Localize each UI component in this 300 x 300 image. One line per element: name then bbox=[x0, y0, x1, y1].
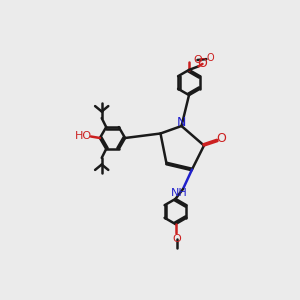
Text: O: O bbox=[216, 132, 226, 145]
Text: O: O bbox=[193, 55, 202, 65]
Text: N: N bbox=[177, 116, 187, 129]
Text: O: O bbox=[198, 57, 207, 70]
Text: O: O bbox=[172, 234, 182, 244]
Text: O: O bbox=[207, 53, 214, 64]
Text: HO: HO bbox=[75, 130, 92, 141]
Text: NH: NH bbox=[171, 188, 188, 198]
